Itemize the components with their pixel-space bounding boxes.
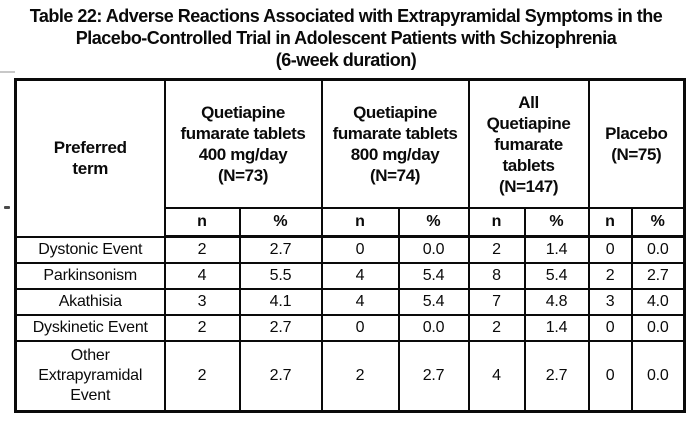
data-cell: 2: [320, 340, 400, 413]
table-row-dystonic-event: Dystonic Event 2 2.7 0 0.0 2 1.4 0 0.0: [14, 235, 686, 264]
subheader-n: n: [587, 207, 633, 238]
data-cell: 0.0: [630, 314, 686, 342]
data-cell: 4: [320, 288, 400, 316]
scan-artifact-dot: [4, 206, 10, 209]
data-cell: 2.7: [238, 235, 323, 264]
data-cell: 5.5: [238, 262, 323, 290]
subheader-n: n: [467, 207, 526, 238]
data-cell: 4: [320, 262, 400, 290]
table-row-parkinsonism: Parkinsonism 4 5.5 4 5.4 8 5.4 2 2.7: [14, 262, 686, 290]
subheader-pct: %: [397, 207, 470, 238]
data-cell: 2: [587, 262, 633, 290]
data-cell: 2: [163, 235, 241, 264]
data-cell: 0.0: [397, 235, 470, 264]
data-cell: 0.0: [630, 235, 686, 264]
subheader-pct: %: [523, 207, 590, 238]
data-cell: 0.0: [397, 314, 470, 342]
row-term: Akathisia: [14, 288, 166, 316]
col-header-quetiapine-400: Quetiapine fumarate tablets 400 mg/day (…: [163, 78, 323, 209]
data-cell: 3: [163, 288, 241, 316]
data-cell: 0: [587, 340, 633, 413]
data-cell: 5.4: [397, 262, 470, 290]
data-cell: 8: [467, 262, 526, 290]
row-term: Other Extrapyramidal Event: [14, 340, 166, 413]
data-cell: 0: [587, 235, 633, 264]
data-cell: 0: [587, 314, 633, 342]
data-cell: 0.0: [630, 340, 686, 413]
data-cell: 1.4: [523, 314, 590, 342]
data-cell: 3: [587, 288, 633, 316]
adverse-reactions-table: Preferred term Quetiapine fumarate table…: [14, 78, 687, 413]
scan-artifact-dash: [0, 71, 15, 73]
subheader-pct: %: [630, 207, 686, 238]
subheader-pct: %: [238, 207, 323, 238]
table-title: Table 22: Adverse Reactions Associated w…: [29, 6, 663, 70]
data-cell: 2: [467, 314, 526, 342]
subheader-row: n % n % n % n %: [16, 207, 686, 238]
data-cell: 2.7: [630, 262, 686, 290]
data-cell: 2.7: [397, 340, 470, 413]
data-cell: 4.0: [630, 288, 686, 316]
data-cell: 4: [163, 262, 241, 290]
table-row-other-extrapyramidal-event: Other Extrapyramidal Event 2 2.7 2 2.7 4…: [14, 340, 686, 413]
row-term: Dyskinetic Event: [14, 314, 166, 342]
col-header-preferred-term: Preferred term: [14, 78, 166, 238]
row-term: Parkinsonism: [14, 262, 166, 290]
subheader-n: n: [320, 207, 400, 238]
data-cell: 4: [467, 340, 526, 413]
data-cell: 5.4: [523, 262, 590, 290]
table-row-dyskinetic-event: Dyskinetic Event 2 2.7 0 0.0 2 1.4 0 0.0: [14, 314, 686, 342]
data-cell: 2: [467, 235, 526, 264]
data-cell: 7: [467, 288, 526, 316]
data-cell: 2.7: [523, 340, 590, 413]
header-group-row: Preferred term Quetiapine fumarate table…: [14, 78, 686, 238]
data-cell: 2.7: [238, 340, 323, 413]
col-header-all-quetiapine: All Quetiapine fumarate tablets (N=147): [467, 78, 590, 209]
data-cell: 0: [320, 235, 400, 264]
data-cell: 2: [163, 314, 241, 342]
data-cell: 2: [163, 340, 241, 413]
data-cell: 2.7: [238, 314, 323, 342]
data-cell: 5.4: [397, 288, 470, 316]
table-row-akathisia: Akathisia 3 4.1 4 5.4 7 4.8 3 4.0: [14, 288, 686, 316]
row-term: Dystonic Event: [14, 235, 166, 264]
col-header-quetiapine-800: Quetiapine fumarate tablets 800 mg/day (…: [320, 78, 470, 209]
subheader-n: n: [163, 207, 241, 238]
col-header-placebo: Placebo (N=75): [587, 78, 686, 209]
data-cell: 0: [320, 314, 400, 342]
data-cell: 4.1: [238, 288, 323, 316]
data-cell: 1.4: [523, 235, 590, 264]
data-cell: 4.8: [523, 288, 590, 316]
